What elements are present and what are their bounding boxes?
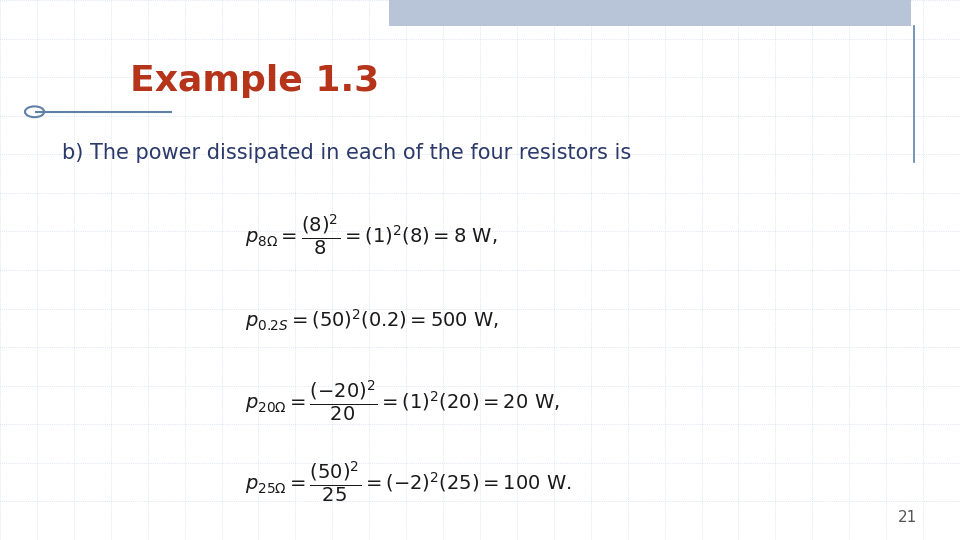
Text: $p_{25\Omega} = \dfrac{(50)^2}{25} = (-2)^2(25) = 100\ \mathrm{W.}$: $p_{25\Omega} = \dfrac{(50)^2}{25} = (-2… [245, 459, 571, 504]
Text: 21: 21 [898, 510, 917, 525]
Text: b) The power dissipated in each of the four resistors is: b) The power dissipated in each of the f… [62, 143, 632, 163]
Text: Example 1.3: Example 1.3 [130, 64, 379, 98]
Text: $p_{8\Omega} = \dfrac{(8)^2}{8} = (1)^2(8) = 8\ \mathrm{W,}$: $p_{8\Omega} = \dfrac{(8)^2}{8} = (1)^2(… [245, 212, 497, 258]
FancyBboxPatch shape [389, 0, 911, 26]
Text: $p_{20\Omega} = \dfrac{(-20)^2}{20} = (1)^2(20) = 20\ \mathrm{W,}$: $p_{20\Omega} = \dfrac{(-20)^2}{20} = (1… [245, 378, 560, 423]
Text: $p_{0.2S} = (50)^2(0.2) = 500\ \mathrm{W,}$: $p_{0.2S} = (50)^2(0.2) = 500\ \mathrm{W… [245, 307, 499, 333]
